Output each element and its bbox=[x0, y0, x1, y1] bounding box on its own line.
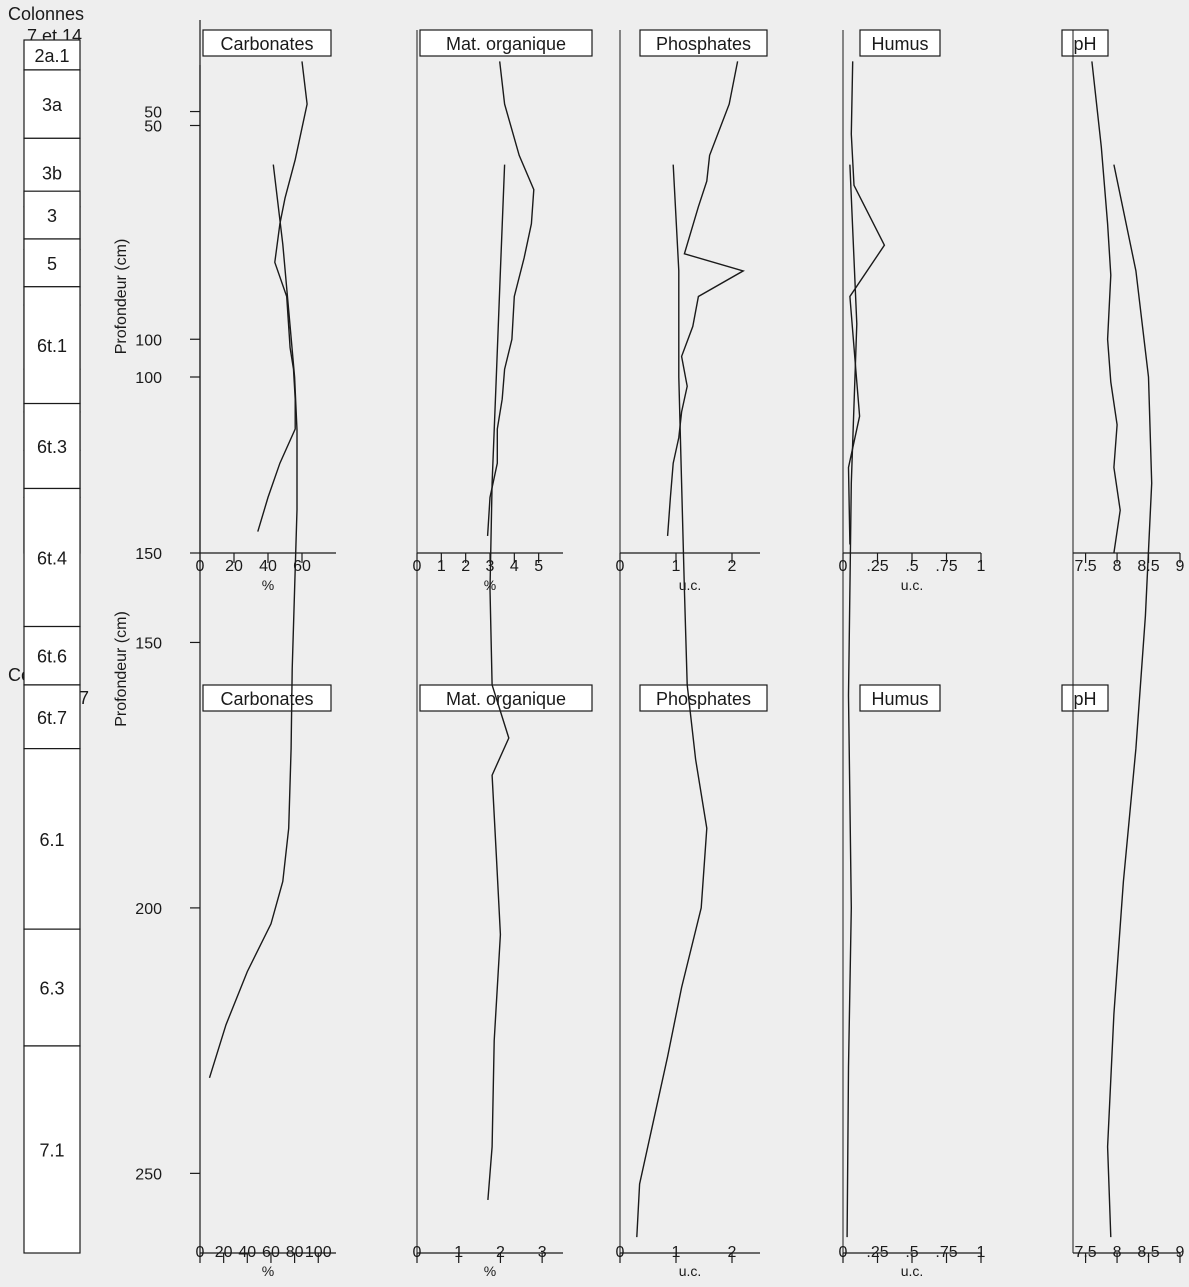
stratum-label: 6t.4 bbox=[37, 549, 67, 569]
panel-title: Carbonates bbox=[220, 34, 313, 54]
panel-title: Carbonates bbox=[220, 689, 313, 709]
panel-title: Mat. organique bbox=[446, 34, 566, 54]
x-tick-label: 9 bbox=[1176, 1244, 1185, 1261]
stratum-label: 6t.3 bbox=[37, 437, 67, 457]
x-tick-label: 20 bbox=[225, 558, 243, 575]
x-tick-label: 2 bbox=[728, 1244, 737, 1261]
x-tick-label: 3 bbox=[538, 1244, 547, 1261]
stratum-label: 3 bbox=[47, 206, 57, 226]
panel-ph bbox=[1062, 75, 1180, 1263]
x-tick-label: 2 bbox=[461, 558, 470, 575]
x-tick-label: 7.5 bbox=[1074, 558, 1096, 575]
depth-tick-label: 100 bbox=[135, 332, 162, 349]
x-tick-label: 40 bbox=[259, 558, 277, 575]
x-axis-label: u.c. bbox=[679, 577, 702, 593]
x-tick-label: 1 bbox=[672, 1244, 681, 1261]
panel-mat-organique bbox=[417, 75, 592, 1263]
stratum-label: 5 bbox=[47, 254, 57, 274]
depth-tick-label: 100 bbox=[135, 370, 162, 387]
panel-title: Humus bbox=[871, 689, 928, 709]
x-tick-label: .5 bbox=[905, 1244, 918, 1261]
x-tick-label: 1 bbox=[977, 1244, 986, 1261]
x-tick-label: .25 bbox=[866, 1244, 888, 1261]
x-tick-label: .75 bbox=[935, 558, 957, 575]
x-axis-label: % bbox=[262, 577, 274, 593]
depth-tick-label: 150 bbox=[135, 635, 162, 652]
stratum-label: 3b bbox=[42, 164, 62, 184]
x-tick-label: 0 bbox=[839, 1244, 848, 1261]
panel-humus bbox=[843, 30, 981, 563]
x-tick-label: 2 bbox=[728, 558, 737, 575]
stratum-label: 6t.7 bbox=[37, 708, 67, 728]
panel-title: Humus bbox=[871, 34, 928, 54]
panel-carbonates bbox=[200, 75, 336, 1263]
x-tick-label: 40 bbox=[238, 1244, 256, 1261]
x-tick-label: 1 bbox=[977, 558, 986, 575]
x-tick-label: 1 bbox=[437, 558, 446, 575]
panel-mat-organique bbox=[417, 30, 592, 563]
x-tick-label: .25 bbox=[866, 558, 888, 575]
stratum-label: 2a.1 bbox=[34, 46, 69, 66]
stratum-label: 6t.6 bbox=[37, 647, 67, 667]
depth-axis-label: Profondeur (cm) bbox=[113, 611, 130, 727]
depth-axis bbox=[190, 65, 200, 1253]
x-axis-label: % bbox=[484, 1263, 496, 1279]
panel-title: pH bbox=[1073, 34, 1096, 54]
profile-line bbox=[488, 165, 509, 1200]
x-tick-label: 8 bbox=[1113, 558, 1122, 575]
depth-tick-label: 250 bbox=[135, 1166, 162, 1183]
profile-line bbox=[210, 165, 298, 1078]
x-tick-label: 80 bbox=[286, 1244, 304, 1261]
stratum-label: 6.3 bbox=[39, 979, 64, 999]
profile-line bbox=[1108, 165, 1152, 1238]
x-tick-label: 8.5 bbox=[1137, 1244, 1159, 1261]
x-axis-label: u.c. bbox=[901, 577, 924, 593]
panel-humus bbox=[843, 75, 981, 1263]
panel-ph bbox=[1062, 30, 1180, 563]
x-tick-label: 4 bbox=[510, 558, 519, 575]
x-tick-label: 20 bbox=[215, 1244, 233, 1261]
depth-tick-label: 200 bbox=[135, 901, 162, 918]
depth-axis-label: Profondeur (cm) bbox=[113, 239, 130, 355]
stratum-label: 3a bbox=[42, 95, 63, 115]
x-tick-label: .5 bbox=[905, 558, 918, 575]
x-tick-label: 1 bbox=[454, 1244, 463, 1261]
stratum-label: 6.1 bbox=[39, 830, 64, 850]
depth-tick-label: 150 bbox=[135, 546, 162, 563]
profile-line bbox=[849, 61, 885, 544]
stratum-label: 7.1 bbox=[39, 1140, 64, 1160]
x-tick-label: 2 bbox=[496, 1244, 505, 1261]
panel-title: Phosphates bbox=[656, 689, 751, 709]
depth-tick-label: 50 bbox=[144, 105, 162, 122]
profile-line bbox=[488, 61, 534, 536]
x-tick-label: 5 bbox=[534, 558, 543, 575]
x-axis-label: u.c. bbox=[679, 1263, 702, 1279]
panel-carbonates bbox=[200, 30, 336, 563]
stratum-label: 6t.1 bbox=[37, 336, 67, 356]
x-tick-label: 0 bbox=[413, 1244, 422, 1261]
x-tick-label: 1 bbox=[672, 558, 681, 575]
profile-line bbox=[1092, 61, 1120, 553]
depth-axis bbox=[190, 20, 200, 553]
x-tick-label: .75 bbox=[935, 1244, 957, 1261]
x-tick-label: 60 bbox=[262, 1244, 280, 1261]
x-tick-label: 0 bbox=[616, 1244, 625, 1261]
x-axis-label: u.c. bbox=[901, 1263, 924, 1279]
panel-phosphates bbox=[620, 30, 767, 563]
panel-title: Mat. organique bbox=[446, 689, 566, 709]
x-tick-label: 0 bbox=[196, 1244, 205, 1261]
profile-line bbox=[258, 61, 307, 531]
x-tick-label: 100 bbox=[305, 1244, 332, 1261]
x-tick-label: 8 bbox=[1113, 1244, 1122, 1261]
panel-phosphates bbox=[620, 75, 767, 1263]
section-label-line-1: Colonnes bbox=[8, 4, 84, 24]
x-tick-label: 9 bbox=[1176, 558, 1185, 575]
panel-title: Phosphates bbox=[656, 34, 751, 54]
x-tick-label: 7.5 bbox=[1074, 1244, 1096, 1261]
x-axis-label: % bbox=[262, 1263, 274, 1279]
panel-title: pH bbox=[1073, 689, 1096, 709]
